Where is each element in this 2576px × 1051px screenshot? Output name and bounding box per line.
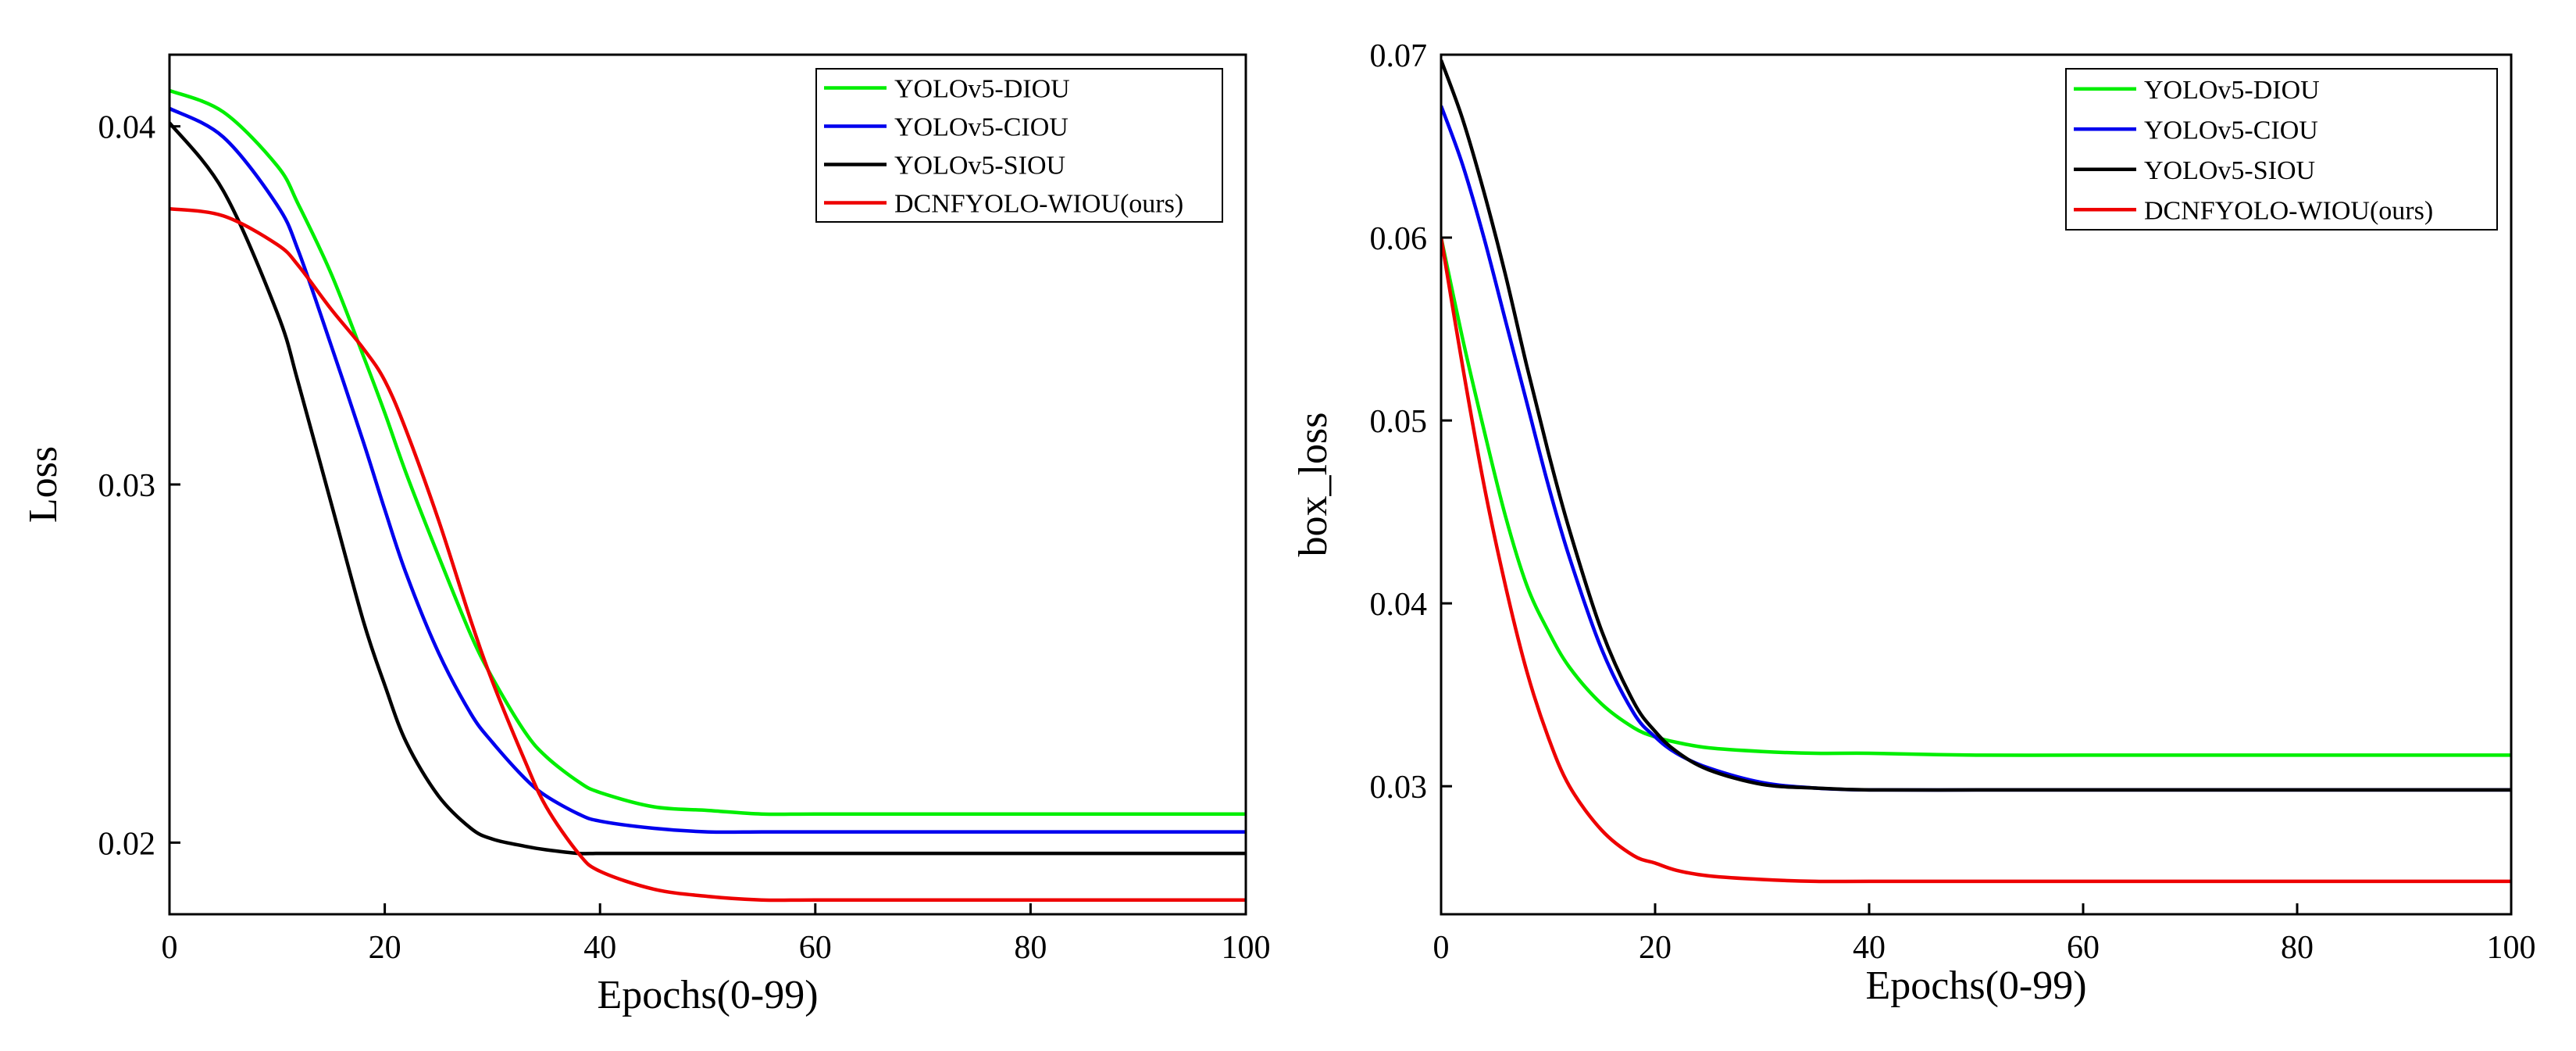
legend-label-yolov5-ciou: YOLOv5-CIOU bbox=[894, 113, 1069, 142]
y-tick-label: 0.03 bbox=[98, 468, 156, 504]
y-tick-label: 0.03 bbox=[1370, 770, 1428, 806]
x-tick-label: 100 bbox=[1222, 930, 1271, 966]
right-chart: 0 20 40 60 80 100 0.03 0.04 0.05 0.06 0.07 Epochs(0… bbox=[1291, 38, 2536, 1008]
x-axis-title: Epochs(0-99) bbox=[597, 973, 818, 1017]
x-tick-label: 60 bbox=[2067, 930, 2100, 966]
y-tick-label: 0.04 bbox=[98, 110, 156, 146]
x-axis-title: Epochs(0-99) bbox=[1865, 963, 2086, 1008]
series-line-yolov5-diou bbox=[1441, 237, 2511, 757]
x-tick-label: 100 bbox=[2487, 930, 2536, 966]
series-line-yolov5-siou bbox=[169, 121, 1246, 856]
x-tick-label: 40 bbox=[583, 930, 616, 966]
series-line-yolov5-siou bbox=[1441, 59, 2511, 792]
x-tick-label: 20 bbox=[369, 930, 401, 966]
legend-box bbox=[815, 68, 1223, 223]
y-tick-label: 0.04 bbox=[1370, 587, 1428, 623]
legend-label-yolov5-siou: YOLOv5-SIOU bbox=[2144, 156, 2315, 185]
legend-label-yolov5-ciou: YOLOv5-CIOU bbox=[2144, 116, 2318, 145]
x-tick-label: 20 bbox=[1639, 930, 1672, 966]
legend-label-yolov5-diou: YOLOv5-DIOU bbox=[894, 75, 1070, 104]
x-tick-label: 0 bbox=[1433, 930, 1450, 966]
series-line-dcnfyolo-wiou-ours bbox=[1441, 237, 2511, 884]
x-tick-label: 80 bbox=[2281, 930, 2314, 966]
series-line-dcnfyolo-wiou-ours bbox=[169, 206, 1246, 903]
legend-label-dcnfyolo-wiou-ours: DCNFYOLO-WIOU(ours) bbox=[2144, 196, 2433, 225]
legend: YOLOv5-DIOU YOLOv5-CIOU YOLOv5-SIOU DCNFYOL… bbox=[815, 68, 1223, 223]
legend-box bbox=[2065, 68, 2498, 231]
y-axis-title: box_loss bbox=[1291, 413, 1336, 557]
y-tick-label: 0.07 bbox=[1370, 38, 1428, 74]
x-tick-label: 40 bbox=[1853, 930, 1886, 966]
series-line-yolov5-diou bbox=[169, 88, 1246, 817]
legend-label-dcnfyolo-wiou-ours: DCNFYOLO-WIOU(ours) bbox=[894, 190, 1183, 219]
x-tick-label: 80 bbox=[1014, 930, 1047, 966]
legend-label-yolov5-diou: YOLOv5-DIOU bbox=[2144, 76, 2320, 105]
y-tick-label: 0.02 bbox=[98, 826, 156, 862]
legend: YOLOv5-DIOU YOLOv5-CIOU YOLOv5-SIOU DCNFYOL… bbox=[2065, 68, 2498, 231]
y-tick-label: 0.06 bbox=[1370, 221, 1428, 257]
x-tick-label: 0 bbox=[162, 930, 178, 966]
y-tick-label: 0.05 bbox=[1370, 404, 1428, 440]
legend-label-yolov5-siou: YOLOv5-SIOU bbox=[894, 152, 1065, 181]
plot-frame bbox=[1440, 53, 2513, 916]
y-axis-title: Loss bbox=[21, 446, 66, 523]
left-chart: 0 20 40 60 80 100 0.02 0.03 0.04 Epochs(0-99) Loss… bbox=[21, 53, 1271, 1017]
x-tick-label: 60 bbox=[799, 930, 832, 966]
series-line-yolov5-ciou bbox=[169, 106, 1246, 835]
